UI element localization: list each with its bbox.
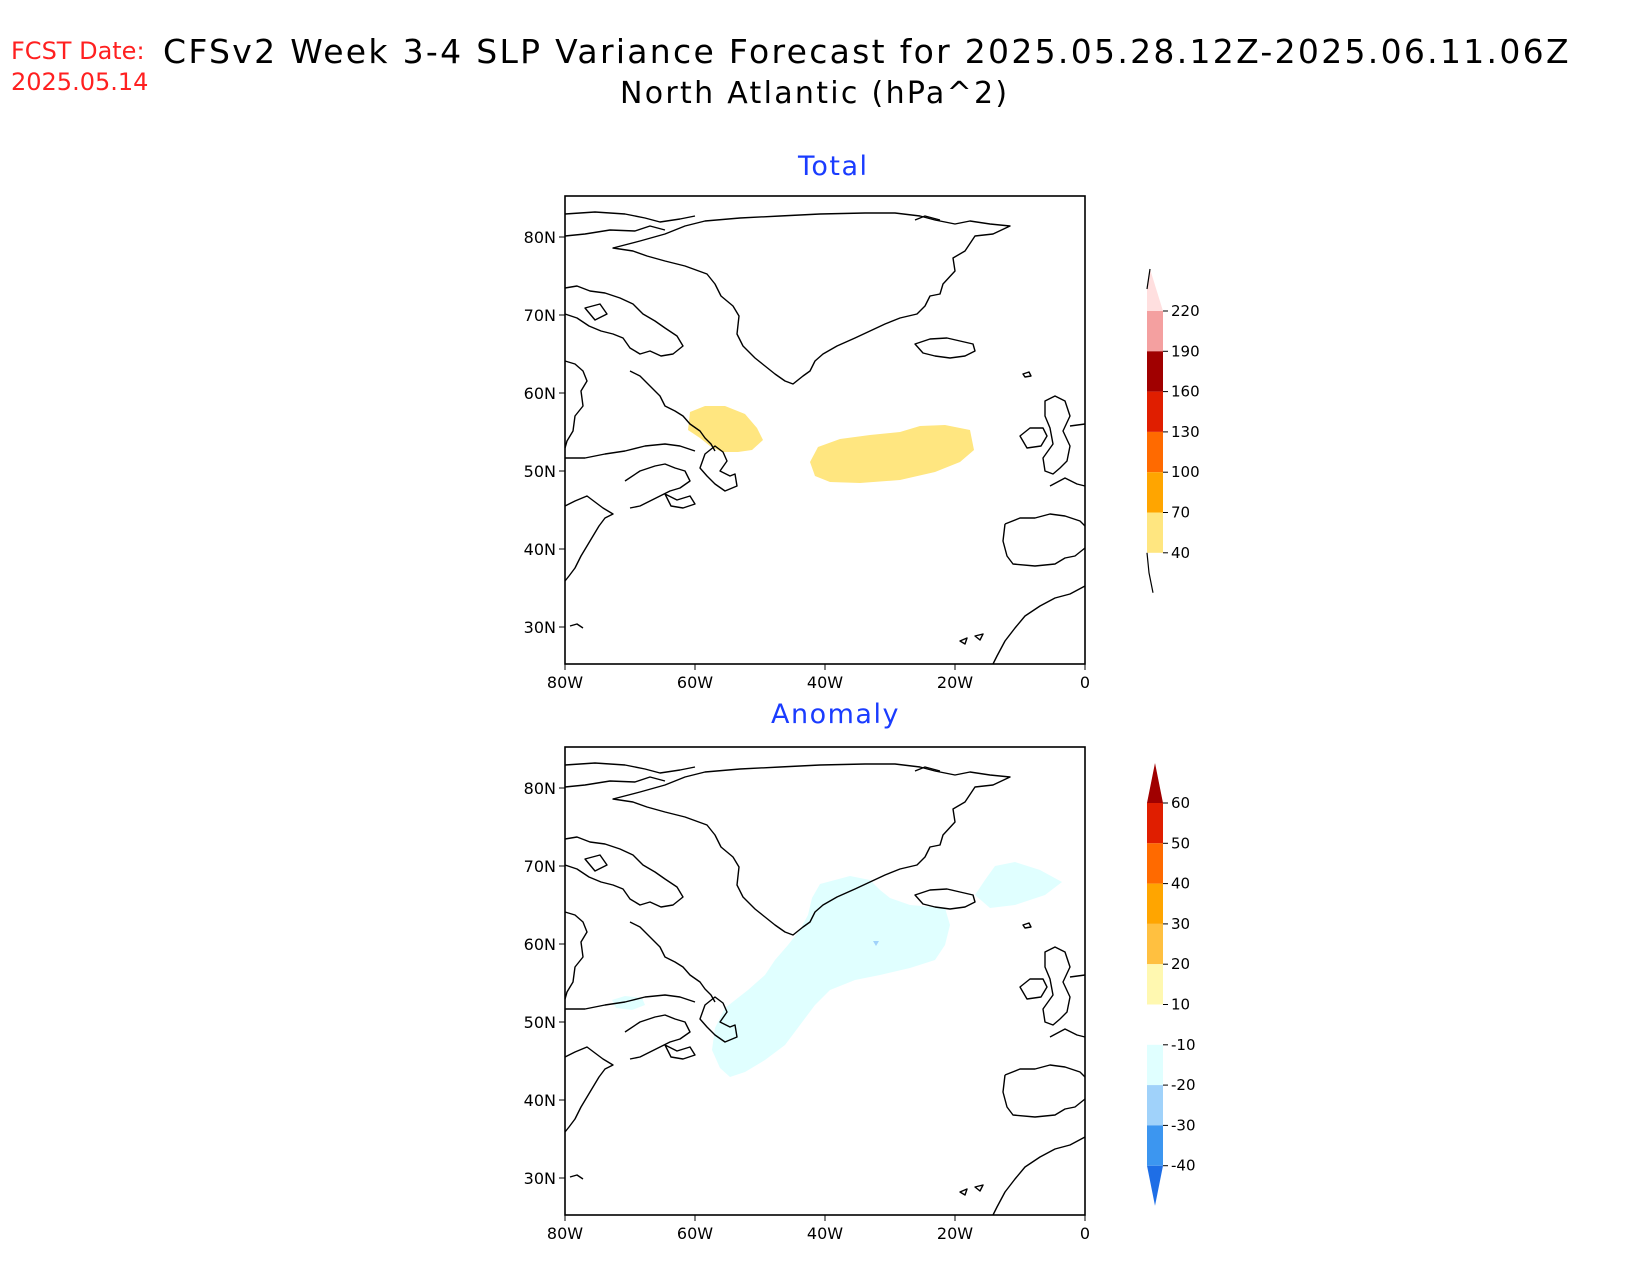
colorbar-label: 70 bbox=[1171, 504, 1190, 522]
colorbar-label: 20 bbox=[1171, 955, 1190, 973]
colorbar-label: -20 bbox=[1171, 1076, 1196, 1094]
colorbar-label: 190 bbox=[1171, 342, 1200, 360]
total-lon-label: 40W bbox=[807, 673, 843, 692]
forecast-date-value: 2025.05.14 bbox=[11, 68, 149, 96]
anomaly-map-panel: 80N 70N 60N 50N 40N 30N 80W 60W 40W 20W … bbox=[524, 746, 1196, 1243]
colorbar-label: 10 bbox=[1171, 996, 1190, 1014]
anomaly-lat-label: 60N bbox=[524, 935, 556, 954]
total-lat-label: 80N bbox=[524, 228, 556, 247]
colorbar-swatch bbox=[1147, 431, 1163, 473]
anomaly-colorbar: 60 50 40 30 20 10 -10 -20 -30 -40 bbox=[1147, 763, 1196, 1206]
total-lon-label: 20W bbox=[937, 673, 973, 692]
colorbar-swatch bbox=[1147, 1165, 1163, 1206]
colorbar-swatch bbox=[1147, 311, 1163, 352]
total-lat-label: 50N bbox=[524, 462, 556, 481]
colorbar-swatch bbox=[1147, 803, 1163, 844]
colorbar-swatch bbox=[1147, 269, 1163, 311]
total-lat-label: 60N bbox=[524, 384, 556, 403]
anomaly-shade-main bbox=[712, 876, 950, 1077]
total-lat-label: 70N bbox=[524, 306, 556, 325]
anomaly-lon-label: 80W bbox=[547, 1224, 583, 1243]
anomaly-panel-title: Anomaly bbox=[771, 699, 900, 730]
total-lat-label: 40N bbox=[524, 540, 556, 559]
total-lon-label: 60W bbox=[677, 673, 713, 692]
total-shade-labrador bbox=[688, 406, 763, 452]
total-map-panel: 80N 70N 60N 50N 40N 30N 80W 60W 40W 20W … bbox=[524, 195, 1200, 692]
total-map-frame bbox=[564, 195, 1086, 665]
colorbar-swatch bbox=[1147, 1004, 1163, 1045]
colorbar-label: 160 bbox=[1171, 383, 1200, 401]
anomaly-lat-label: 70N bbox=[524, 857, 556, 876]
anomaly-lat-label: 30N bbox=[524, 1169, 556, 1188]
colorbar-label: 40 bbox=[1171, 875, 1190, 893]
colorbar-arrow-outline bbox=[1146, 268, 1151, 290]
colorbar-swatch bbox=[1147, 472, 1163, 513]
colorbar-swatch bbox=[1147, 512, 1163, 553]
colorbar-swatch bbox=[1147, 923, 1163, 965]
total-coastline bbox=[564, 211, 1086, 665]
total-shading bbox=[688, 406, 974, 483]
colorbar-label: -10 bbox=[1171, 1036, 1196, 1054]
colorbar-label: -40 bbox=[1171, 1157, 1196, 1175]
total-lon-axis: 80W 60W 40W 20W 0 bbox=[547, 664, 1090, 692]
anomaly-lon-label: 0 bbox=[1080, 1224, 1090, 1243]
colorbar-label: 130 bbox=[1171, 423, 1200, 441]
anomaly-lon-axis: 80W 60W 40W 20W 0 bbox=[547, 1215, 1090, 1243]
anomaly-lon-label: 60W bbox=[677, 1224, 713, 1243]
colorbar-swatch bbox=[1147, 351, 1163, 392]
anomaly-lon-label: 40W bbox=[807, 1224, 843, 1243]
total-lat-axis: 80N 70N 60N 50N 40N 30N bbox=[524, 228, 565, 637]
colorbar-swatch bbox=[1147, 843, 1163, 884]
total-lat-label: 30N bbox=[524, 618, 556, 637]
anomaly-lat-axis: 80N 70N 60N 50N 40N 30N bbox=[524, 779, 565, 1188]
colorbar-swatch bbox=[1147, 1125, 1163, 1166]
colorbar-arrow-outline bbox=[1146, 552, 1154, 593]
colorbar-label: -30 bbox=[1171, 1116, 1196, 1134]
anomaly-lat-label: 80N bbox=[524, 779, 556, 798]
anomaly-shading bbox=[612, 862, 1062, 1077]
total-colorbar: 220 190 160 130 100 70 40 bbox=[1146, 268, 1200, 593]
anomaly-lon-label: 20W bbox=[937, 1224, 973, 1243]
anomaly-shade-dot bbox=[873, 941, 879, 946]
main-title: CFSv2 Week 3-4 SLP Variance Forecast for… bbox=[163, 32, 1571, 71]
colorbar-swatch bbox=[1147, 1085, 1163, 1126]
colorbar-label: 50 bbox=[1171, 834, 1190, 852]
colorbar-swatch bbox=[1147, 391, 1163, 432]
forecast-date-label: FCST Date: bbox=[11, 37, 145, 65]
anomaly-lat-label: 50N bbox=[524, 1013, 556, 1032]
total-lon-label: 0 bbox=[1080, 673, 1090, 692]
total-panel-title: Total bbox=[798, 151, 869, 182]
colorbar-label: 60 bbox=[1171, 794, 1190, 812]
colorbar-label: 40 bbox=[1171, 544, 1190, 562]
anomaly-shade-iceland bbox=[975, 862, 1062, 908]
colorbar-label: 220 bbox=[1171, 302, 1200, 320]
colorbar-label: 100 bbox=[1171, 463, 1200, 481]
colorbar-label: 30 bbox=[1171, 915, 1190, 933]
colorbar-swatch bbox=[1147, 1044, 1163, 1086]
colorbar-swatch bbox=[1147, 964, 1163, 1005]
colorbar-swatch bbox=[1147, 883, 1163, 924]
sub-title: North Atlantic (hPa^2) bbox=[620, 76, 1010, 111]
total-shade-midatlantic bbox=[810, 425, 974, 483]
colorbar-swatch bbox=[1147, 763, 1163, 803]
total-lon-label: 80W bbox=[547, 673, 583, 692]
anomaly-lat-label: 40N bbox=[524, 1091, 556, 1110]
